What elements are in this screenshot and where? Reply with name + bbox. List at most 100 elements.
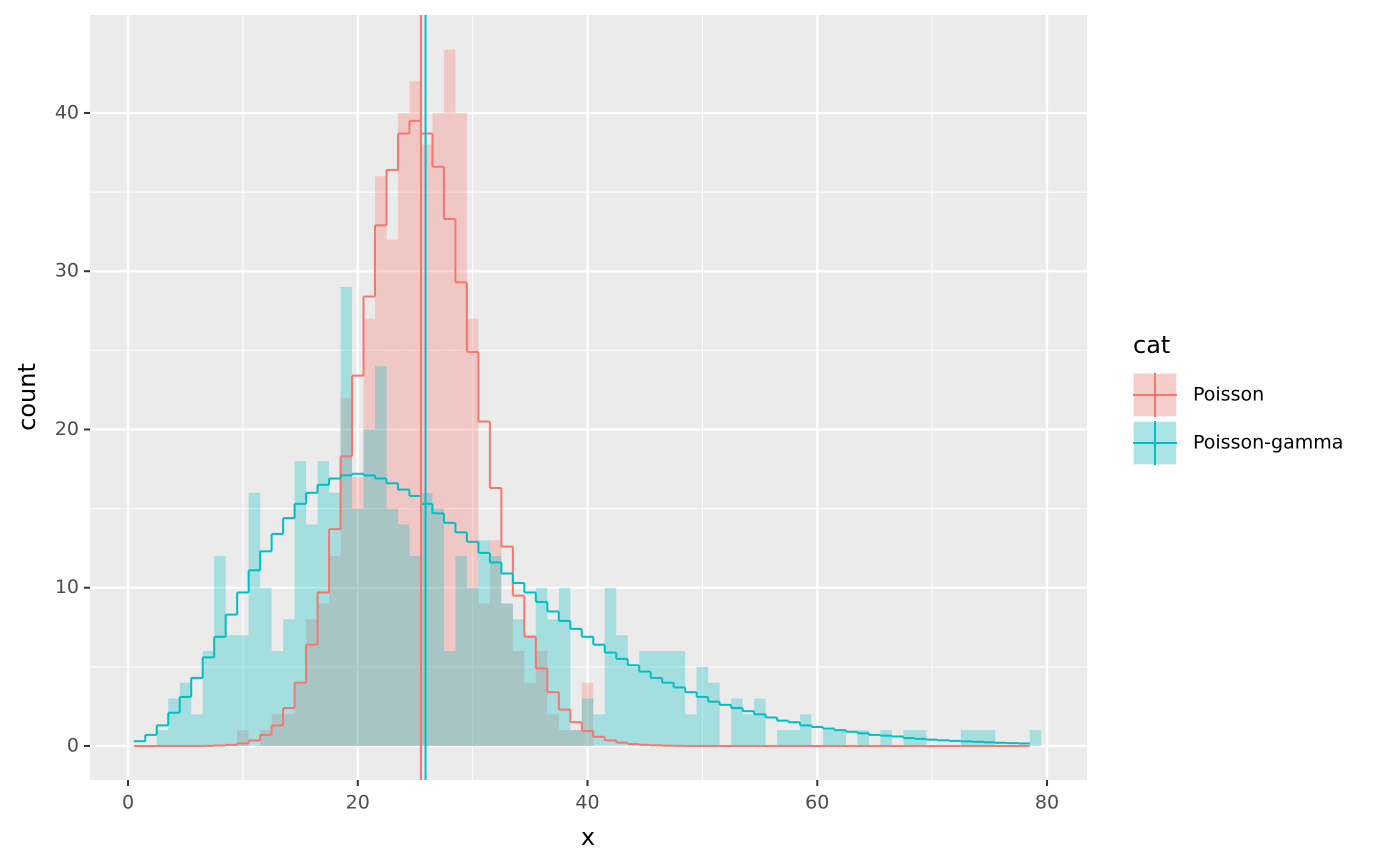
histogram-bar bbox=[329, 492, 341, 746]
x-tick-label: 40 bbox=[575, 792, 599, 814]
histogram-bar bbox=[742, 714, 755, 746]
histogram-bar bbox=[237, 635, 249, 746]
histogram-bar bbox=[535, 651, 548, 746]
histogram-bar bbox=[271, 714, 284, 746]
histogram-bar bbox=[260, 730, 272, 746]
histogram-bar bbox=[317, 603, 330, 746]
histogram-bar bbox=[375, 176, 387, 746]
histogram-bar bbox=[214, 556, 226, 746]
histogram-bar bbox=[432, 508, 444, 746]
histogram-bar bbox=[466, 318, 479, 746]
histogram-bar bbox=[179, 682, 192, 746]
histogram-bar bbox=[788, 730, 801, 746]
histogram-bar bbox=[558, 730, 571, 746]
histogram-bar bbox=[329, 556, 341, 746]
x-tick-label: 0 bbox=[122, 792, 134, 814]
histogram-bar bbox=[960, 730, 973, 746]
histogram-bar bbox=[363, 429, 376, 746]
histogram-bar bbox=[501, 603, 513, 746]
histogram-bar bbox=[535, 587, 548, 746]
step-lines bbox=[133, 119, 1030, 747]
histogram-bar bbox=[306, 619, 318, 746]
histogram-bar bbox=[570, 730, 582, 746]
histogram-bar bbox=[627, 666, 640, 746]
histogram-bar bbox=[386, 239, 398, 746]
histogram-bar bbox=[823, 730, 835, 746]
histogram-bar bbox=[294, 682, 307, 746]
histogram-bar bbox=[857, 730, 869, 746]
x-tick-label: 60 bbox=[805, 792, 829, 814]
histogram-bar bbox=[489, 556, 502, 746]
histogram-bar bbox=[340, 397, 353, 746]
histogram-bar bbox=[202, 651, 215, 746]
histogram-bar bbox=[260, 587, 272, 746]
histogram-bar bbox=[386, 508, 398, 746]
histogram-bar bbox=[397, 524, 410, 746]
histogram-bar bbox=[604, 587, 617, 746]
histogram-bar bbox=[547, 619, 559, 746]
histogram-bar bbox=[455, 112, 467, 746]
histogram-bar bbox=[191, 714, 203, 746]
histogram-bar bbox=[501, 603, 513, 746]
legend-label: Poisson bbox=[1193, 384, 1264, 406]
histogram-bar bbox=[420, 492, 433, 746]
histogram-bar bbox=[972, 730, 984, 746]
grid bbox=[90, 15, 1087, 780]
histogram-bar bbox=[650, 651, 663, 746]
y-axis-title: count bbox=[13, 363, 41, 431]
histogram-bar bbox=[478, 540, 490, 746]
legend-title: cat bbox=[1133, 331, 1170, 359]
y-tick-label: 30 bbox=[55, 260, 79, 282]
legend-label: Poisson-gamma bbox=[1193, 432, 1343, 454]
histogram-bar bbox=[352, 508, 364, 746]
histogram-bar bbox=[662, 651, 674, 746]
x-tick-label: 80 bbox=[1035, 792, 1059, 814]
histogram-bar bbox=[880, 730, 892, 746]
histogram-bar bbox=[352, 476, 364, 746]
histogram-bar bbox=[489, 540, 502, 746]
histogram-bar bbox=[731, 698, 743, 746]
histogram-bar bbox=[340, 287, 353, 746]
histogram-bar bbox=[512, 651, 525, 746]
histogram-bar bbox=[225, 635, 238, 746]
legend: cat Poisson Poisson-gamma bbox=[1133, 331, 1343, 465]
histogram-bar bbox=[237, 730, 249, 746]
histogram-bar bbox=[397, 112, 410, 746]
histogram-bar bbox=[1029, 730, 1042, 746]
histogram-bar bbox=[455, 556, 467, 746]
histogram-bar bbox=[283, 619, 295, 746]
x-tick-label: 20 bbox=[346, 792, 370, 814]
histogram-bar bbox=[443, 49, 456, 746]
histogram-bar bbox=[547, 714, 559, 746]
y-tick-label: 10 bbox=[55, 576, 79, 598]
histogram-bar bbox=[581, 682, 594, 746]
mean-lines bbox=[419, 15, 427, 780]
histogram-bar bbox=[593, 714, 605, 746]
histogram-bar bbox=[685, 714, 697, 746]
histogram-bar bbox=[271, 651, 284, 746]
histogram-bar bbox=[420, 144, 433, 746]
histogram-bar bbox=[168, 698, 180, 746]
y-tick-label: 40 bbox=[55, 101, 79, 123]
histogram-bar bbox=[696, 666, 709, 746]
histogram-bar bbox=[754, 698, 766, 746]
histogram-bar bbox=[834, 730, 846, 746]
histogram-bar bbox=[466, 587, 479, 746]
histogram-bar bbox=[443, 651, 456, 746]
histogram-bar bbox=[639, 651, 651, 746]
histogram-bar bbox=[363, 318, 376, 746]
histogram-bar bbox=[800, 714, 812, 746]
y-tick-label: 0 bbox=[67, 734, 79, 756]
histogram-bar bbox=[317, 461, 330, 746]
x-axis-title: x bbox=[581, 823, 595, 851]
histogram-bar bbox=[524, 635, 536, 746]
histogram-bar bbox=[512, 619, 525, 746]
histogram-bar bbox=[306, 524, 318, 746]
histogram-bar bbox=[983, 730, 996, 746]
histogram-bar bbox=[432, 112, 444, 746]
histogram-bar bbox=[409, 81, 421, 746]
histogram-bar bbox=[777, 730, 789, 746]
histogram-bar bbox=[616, 635, 628, 746]
histogram-bar bbox=[283, 714, 295, 746]
